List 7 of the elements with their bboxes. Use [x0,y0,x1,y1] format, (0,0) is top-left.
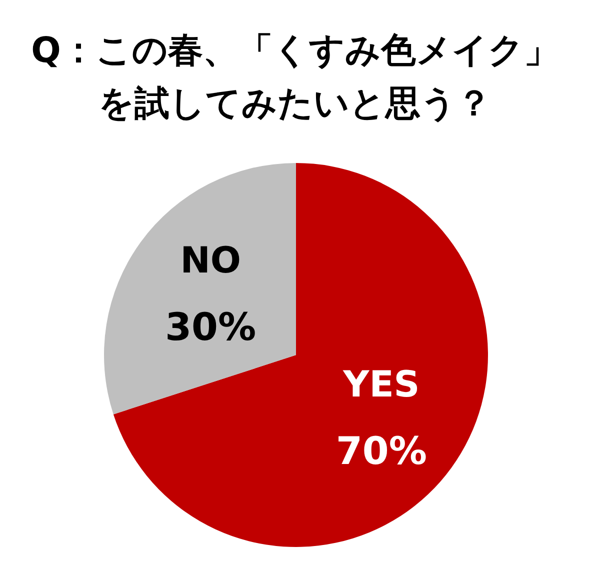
pie-slice [104,163,296,414]
slice-label: NO [180,240,241,282]
data-label: 30% [165,304,256,349]
data-label: 70% [336,429,427,474]
chart-title: Q：この春、「くすみ色メイク」を試してみたいと思う？ [30,30,560,126]
slice-label: YES [342,364,420,406]
pie-slice [113,163,488,547]
